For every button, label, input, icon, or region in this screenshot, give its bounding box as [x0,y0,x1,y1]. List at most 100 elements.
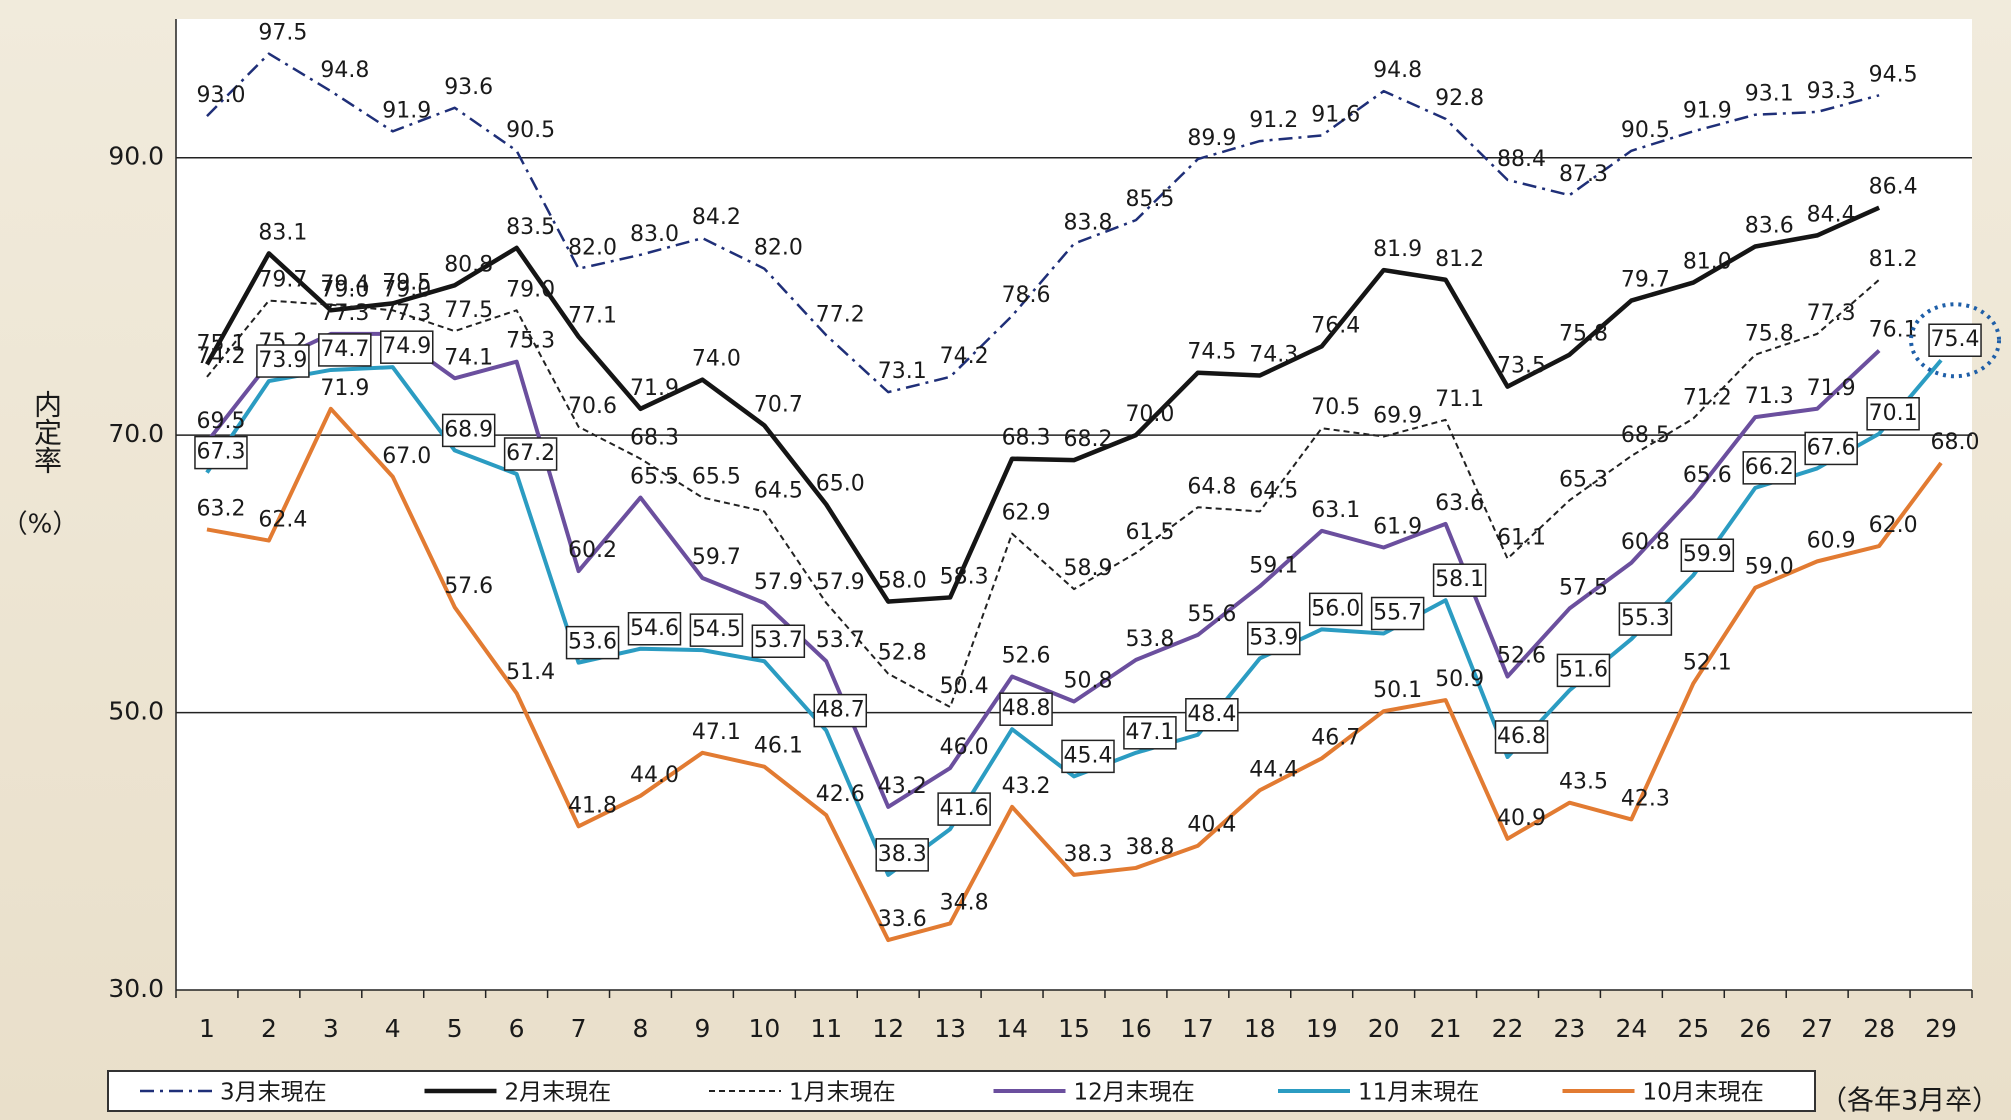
data-label: 97.5 [258,21,307,46]
x-tick-label: 26 [1739,1014,1771,1043]
x-tick-label: 3 [323,1014,339,1043]
data-label: 90.5 [506,118,555,143]
data-label: 48.8 [1002,696,1051,721]
data-label: 75.8 [1559,322,1608,347]
label-box [503,437,558,471]
legend-label: 3月末現在 [220,1080,327,1106]
data-label: 46.7 [1311,725,1360,750]
data-label: 84.2 [692,205,741,230]
label-box [1556,653,1611,688]
label-box [937,792,991,826]
data-label: 79.7 [1621,268,1670,293]
data-label: 68.2 [1064,427,1113,452]
x-tick-label: 23 [1554,1014,1586,1043]
data-label: 74.2 [940,344,989,369]
y-tick-label: 70.0 [108,419,164,448]
data-label: 41.6 [940,796,989,821]
data-label: 58.3 [940,564,989,589]
data-label: 51.4 [506,660,555,685]
data-label: 46.0 [940,735,989,760]
data-label: 69.5 [196,409,245,434]
y-tick-label: 30.0 [108,974,164,1003]
data-label: 62.4 [258,508,307,533]
label-box [1370,596,1425,631]
data-label: 38.3 [878,842,927,867]
data-label: 54.5 [692,617,741,642]
data-label: 83.6 [1745,213,1794,238]
data-label: 69.9 [1373,404,1422,429]
data-label: 71.9 [320,376,369,401]
data-label: 93.6 [444,75,493,100]
data-label: 41.8 [568,793,617,818]
data-label: 57.9 [816,570,865,595]
data-label: 79.0 [382,277,431,302]
data-label: 53.7 [816,628,865,653]
plot-area [176,19,1972,990]
label-box [1742,451,1796,485]
data-label: 85.5 [1125,187,1174,212]
data-label: 55.7 [1373,601,1422,626]
data-label: 77.1 [568,304,617,329]
y-tick-label: 50.0 [108,697,164,726]
data-label: 81.2 [1435,247,1484,272]
x-tick-label: 19 [1306,1014,1338,1043]
data-label: 65.6 [1683,463,1732,488]
data-label: 90.5 [1621,118,1670,143]
data-label: 77.5 [444,298,493,323]
data-label: 62.9 [1002,501,1051,526]
data-label: 60.2 [568,538,617,563]
data-label: 79.0 [320,277,369,302]
data-label: 93.3 [1807,79,1856,104]
x-tick-label: 15 [1058,1014,1090,1043]
x-tick-label: 17 [1182,1014,1214,1043]
data-label: 71.2 [1683,385,1732,410]
highlight-circle [1909,302,2002,379]
data-label: 58.9 [1064,556,1113,581]
data-label: 68.3 [1002,426,1051,451]
data-label: 40.4 [1187,813,1236,838]
data-label: 46.8 [1497,724,1546,749]
label-box [999,692,1053,726]
data-label: 44.0 [630,763,679,788]
data-label: 50.1 [1373,678,1422,703]
data-label: 94.5 [1869,62,1918,87]
data-label: 92.8 [1435,86,1484,111]
x-tick-label: 14 [996,1014,1028,1043]
data-label: 45.4 [1064,743,1113,768]
data-label: 61.5 [1125,520,1174,545]
data-label: 83.1 [258,220,307,245]
data-label: 67.0 [382,444,431,469]
label-box [1185,698,1239,732]
data-label: 59.1 [1249,553,1298,578]
data-label: 71.9 [630,376,679,401]
series-line [206,279,1880,709]
legend-label: 10月末現在 [1643,1080,1764,1106]
data-label: 75.4 [1931,327,1980,352]
label-box [627,612,682,646]
label-box [1123,716,1177,750]
x-tick-label: 24 [1615,1014,1647,1043]
label-box [380,330,434,364]
x-tick-label: 10 [748,1014,780,1043]
label-box [256,344,310,378]
data-label: 82.0 [568,236,617,261]
data-label: 54.6 [630,616,679,641]
data-label: 67.6 [1807,435,1856,460]
x-tick-label: 2 [261,1014,277,1043]
data-label: 65.0 [816,472,865,497]
data-label: 81.9 [1373,237,1422,262]
x-tick-label: 5 [447,1014,463,1043]
series-line [206,52,1880,394]
data-label: 70.0 [1125,402,1174,427]
data-label: 61.9 [1373,515,1422,540]
data-label: 75.1 [196,331,245,356]
data-label: 88.4 [1497,147,1546,172]
data-label: 50.4 [940,674,989,699]
label-box [1494,720,1549,754]
data-label: 50.9 [1435,667,1484,692]
data-label: 64.5 [754,478,803,503]
data-label: 33.6 [878,907,927,932]
data-label: 57.5 [1559,576,1608,601]
data-label: 56.0 [1311,596,1360,621]
